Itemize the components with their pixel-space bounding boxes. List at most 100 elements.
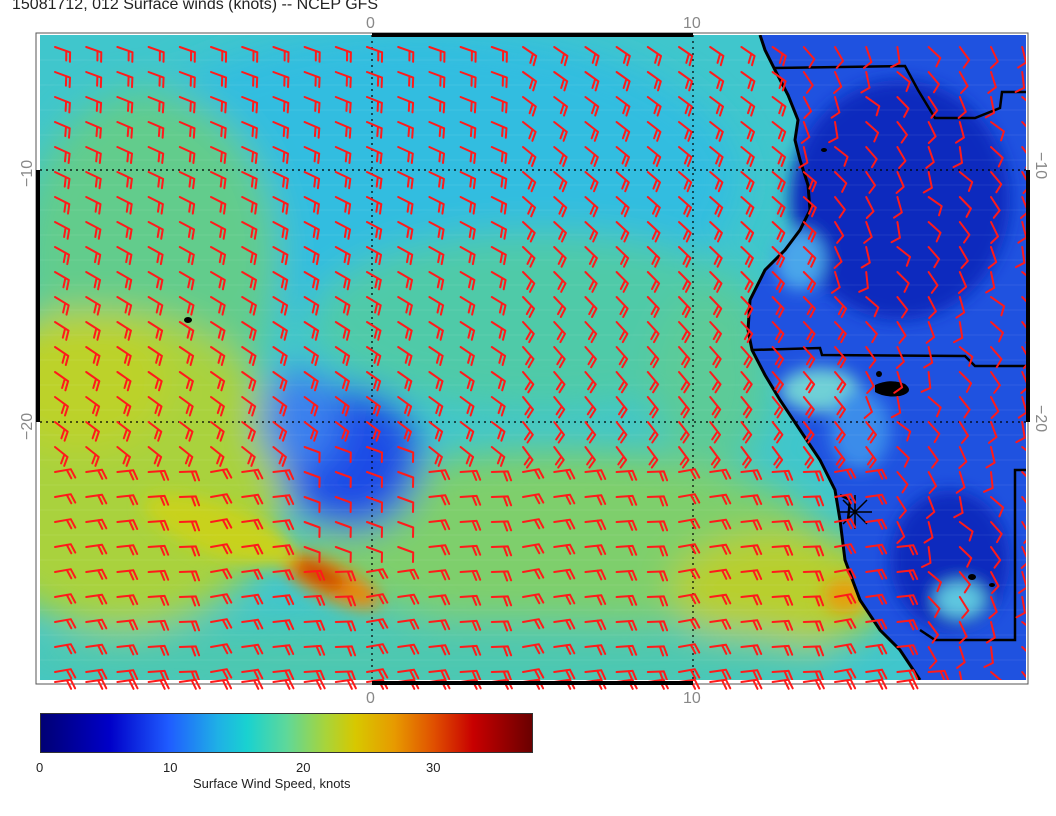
wind-barb: [1018, 571, 1026, 594]
wind-barb: [584, 246, 598, 268]
wind-barb: [646, 371, 660, 394]
colorbar-tick-30: 30: [426, 760, 441, 775]
wind-barb: [646, 620, 669, 632]
wind-barb: [116, 396, 132, 417]
wind-barb: [990, 496, 1005, 518]
wind-barbs: [54, 46, 1026, 680]
wind-barb: [116, 594, 139, 606]
wind-barb: [865, 421, 877, 444]
wind-barb: [54, 618, 77, 630]
wind-barb: [834, 346, 847, 369]
wind-barb: [428, 494, 451, 506]
wind-barb: [459, 121, 477, 139]
wind-barb: [178, 421, 194, 442]
wind-barb: [210, 171, 227, 190]
wind-barb: [490, 620, 513, 632]
wind-barb: [459, 321, 476, 341]
wind-barb: [834, 371, 847, 394]
wind-barb: [241, 96, 259, 114]
wind-barb: [303, 246, 320, 266]
wind-barb: [397, 568, 420, 580]
wind-barb: [459, 469, 482, 481]
wind-barb: [1021, 271, 1026, 277]
wind-barb: [987, 246, 998, 269]
wind-barb: [397, 321, 413, 341]
wind-barb: [678, 396, 690, 419]
wind-barb: [85, 593, 108, 605]
wind-barb: [178, 321, 195, 341]
wind-barb: [988, 596, 998, 619]
wind-barb: [678, 618, 701, 630]
wind-barb: [428, 321, 444, 341]
wind-barb: [896, 678, 919, 690]
wind-barb: [366, 618, 389, 630]
wind-barb: [459, 246, 476, 266]
wind-barb: [678, 146, 693, 167]
wind-barb: [584, 271, 598, 293]
wind-barb: [147, 569, 170, 581]
wind-barb: [984, 96, 996, 119]
wind-barb: [584, 121, 599, 142]
wind-barb: [522, 421, 534, 444]
wind-barb: [116, 619, 139, 631]
wind-barb: [740, 71, 756, 92]
wind-barb: [895, 171, 905, 194]
wind-barb: [771, 544, 794, 556]
wind-barb: [397, 396, 413, 417]
wind-barb: [147, 371, 163, 392]
wind-barb: [615, 446, 628, 469]
wind-barb: [54, 296, 70, 316]
wind-barb: [740, 446, 752, 469]
wind-barb: [646, 396, 659, 419]
wind-barb: [272, 619, 295, 631]
wind-barb: [553, 493, 576, 505]
wind-barb: [85, 468, 108, 480]
wind-barb: [178, 196, 196, 215]
wind-barb: [366, 71, 383, 89]
wind-barb: [771, 519, 794, 531]
wind-barb: [802, 96, 813, 119]
wind-barb: [865, 121, 880, 143]
wind-barb: [147, 246, 164, 266]
lat-tick-m20-left: −20: [19, 413, 36, 440]
wind-barb: [210, 371, 226, 392]
wind-barb: [802, 271, 817, 293]
wind-barb: [459, 371, 475, 392]
wind-barb: [178, 96, 196, 114]
national-borders: [751, 64, 1026, 642]
wind-barb: [241, 246, 258, 266]
wind-barb: [334, 471, 352, 488]
wind-barb: [927, 246, 941, 269]
wind-barb: [865, 518, 888, 530]
wind-barb: [490, 371, 506, 392]
wind-barb: [85, 71, 103, 89]
wind-barb: [241, 568, 264, 580]
wind-barb: [210, 271, 226, 291]
wind-barb: [802, 421, 815, 444]
wind-barb: [272, 371, 288, 392]
wind-barb: [834, 46, 844, 69]
wind-barb: [771, 421, 784, 444]
wind-barb: [771, 644, 794, 656]
wind-barb: [958, 246, 969, 269]
wind-barb: [366, 171, 383, 190]
wind-barb: [927, 669, 950, 680]
wind-barb: [178, 520, 201, 532]
wind-barb: [896, 71, 911, 92]
wind-barb: [709, 593, 732, 605]
wind-barb: [678, 196, 692, 218]
wind-barb: [54, 668, 77, 680]
wind-barb: [366, 546, 383, 563]
wind-barb: [990, 396, 1000, 419]
wind-barb: [272, 321, 288, 341]
wind-barb: [397, 521, 415, 538]
wind-barb: [366, 421, 381, 442]
wind-barb: [178, 470, 201, 482]
wind-barb: [490, 46, 508, 63]
wind-barb: [646, 171, 661, 193]
wind-barb: [459, 46, 477, 63]
wind-barb: [85, 321, 101, 341]
wind-barb: [459, 594, 482, 606]
wind-barb: [553, 468, 576, 480]
lon-tick-0-top: 0: [366, 15, 375, 32]
